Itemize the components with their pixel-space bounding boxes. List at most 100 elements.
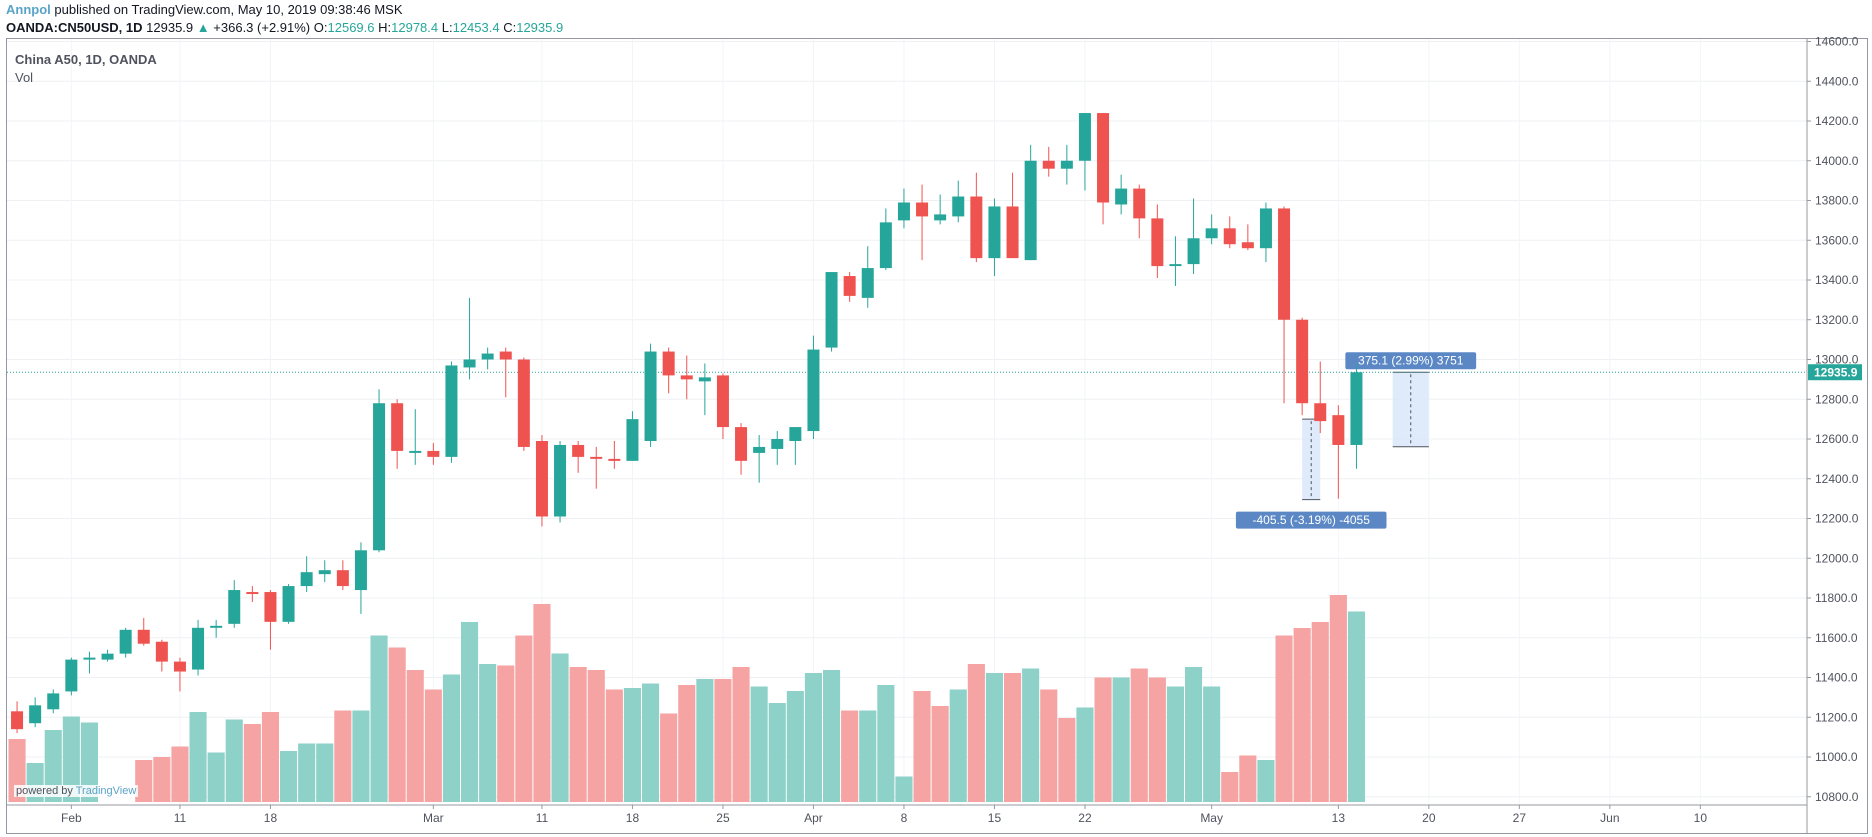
high-value: 12978.4 — [391, 20, 439, 35]
volume-bar — [804, 673, 822, 802]
volume-bar — [352, 710, 370, 802]
candle-body — [644, 351, 657, 441]
price-tick-label: 11800.0 — [1815, 591, 1858, 605]
volume-bar — [1185, 667, 1203, 802]
volume-bar — [406, 670, 424, 802]
price-tick-label: 13200.0 — [1815, 313, 1859, 327]
time-tick-label: Apr — [804, 811, 823, 825]
price-tick-label: 12200.0 — [1815, 512, 1859, 526]
volume-bar — [587, 670, 605, 802]
volume-bar — [280, 751, 298, 802]
time-tick-label: 22 — [1078, 811, 1092, 825]
candle-body — [228, 590, 241, 624]
volume-bar — [479, 664, 497, 802]
price-tick-label: 12400.0 — [1815, 472, 1859, 486]
candle-body — [879, 222, 892, 269]
volume-bar — [80, 722, 98, 802]
time-tick-label: 8 — [901, 811, 908, 825]
close-label: C: — [503, 20, 517, 35]
volume-bar — [1221, 772, 1239, 802]
volume-bar — [750, 686, 768, 802]
time-tick-label: 27 — [1513, 811, 1527, 825]
candle-body — [1042, 160, 1055, 169]
candle-body — [626, 419, 639, 461]
author-link[interactable]: Annpol — [6, 2, 51, 17]
candle-body — [554, 444, 567, 517]
volume-bar — [1112, 677, 1130, 802]
candle-body — [952, 196, 965, 217]
volume-bar — [153, 757, 171, 802]
candle-body — [373, 403, 386, 551]
candle-body — [1223, 228, 1236, 245]
low-value: 12453.4 — [452, 20, 500, 35]
candle-body — [192, 627, 205, 670]
candle-body — [970, 196, 983, 259]
tradingview-link[interactable]: TradingView — [75, 785, 137, 797]
time-tick-label: 25 — [716, 811, 730, 825]
price-tick-label: 14000.0 — [1815, 154, 1859, 168]
time-tick-label: Mar — [423, 811, 444, 825]
candle-body — [608, 458, 621, 461]
candle-body — [1241, 242, 1254, 249]
candle-body — [463, 359, 476, 368]
time-tick-label: 15 — [988, 811, 1002, 825]
candle-body — [210, 625, 223, 628]
candle-body — [1006, 206, 1019, 259]
candle-body — [572, 444, 585, 457]
candle-body — [934, 214, 947, 221]
volume-bar — [1058, 718, 1076, 802]
candle-body — [1151, 218, 1164, 267]
volume-bar — [135, 760, 153, 802]
candle-body — [409, 450, 422, 453]
candle-body — [1169, 264, 1182, 267]
volume-bar — [1166, 686, 1184, 802]
candle-body — [716, 375, 729, 428]
volume-bar — [1040, 689, 1058, 802]
volume-bar — [1257, 760, 1275, 802]
candle-body — [1259, 208, 1272, 249]
high-label: H: — [378, 20, 392, 35]
candle-body — [1296, 319, 1309, 404]
volume-bar — [515, 635, 533, 802]
candle-body — [680, 375, 693, 380]
volume-bar — [786, 691, 804, 802]
publish-text: published on TradingView.com, May 10, 20… — [54, 2, 403, 17]
volume-bar — [370, 635, 388, 802]
candle-body — [47, 693, 60, 710]
open-label: O: — [313, 20, 328, 35]
time-tick-label: 13 — [1332, 811, 1346, 825]
volume-bar — [1076, 707, 1094, 802]
volume-bar — [497, 665, 515, 802]
price-tick-label: 13400.0 — [1815, 273, 1859, 287]
candle-body — [1024, 160, 1037, 261]
volume-bar — [967, 664, 985, 802]
candle-body — [1205, 228, 1218, 239]
low-label: L: — [441, 20, 453, 35]
candle-body — [1097, 113, 1110, 203]
price-tick-label: 12000.0 — [1815, 551, 1859, 565]
volume-bar — [660, 713, 678, 802]
candle-body — [771, 439, 784, 449]
symbol-label[interactable]: OANDA:CN50USD, 1D — [6, 20, 143, 35]
close-value: 12935.9 — [516, 20, 564, 35]
volume-bar — [823, 670, 841, 802]
price-tick-label: 14400.0 — [1815, 74, 1859, 88]
candle-body — [354, 550, 367, 591]
volume-bar — [334, 710, 352, 802]
price-tick-label: 13600.0 — [1815, 233, 1859, 247]
candle-body — [1060, 160, 1073, 169]
time-tick-label: 10 — [1694, 811, 1708, 825]
measure-label: -405.5 (-3.19%) -4055 — [1252, 513, 1370, 527]
candle-body — [843, 276, 856, 296]
volume-bar — [261, 712, 279, 802]
candle-body — [481, 353, 494, 360]
candle-body — [861, 268, 874, 298]
candle-body — [445, 365, 458, 457]
time-tick-label: 11 — [536, 811, 549, 825]
time-tick-label: 18 — [626, 811, 640, 825]
candle-body — [282, 586, 295, 622]
time-tick-label: May — [1200, 811, 1223, 825]
candle-body — [1278, 208, 1291, 320]
powered-by: powered by TradingView — [14, 785, 139, 797]
